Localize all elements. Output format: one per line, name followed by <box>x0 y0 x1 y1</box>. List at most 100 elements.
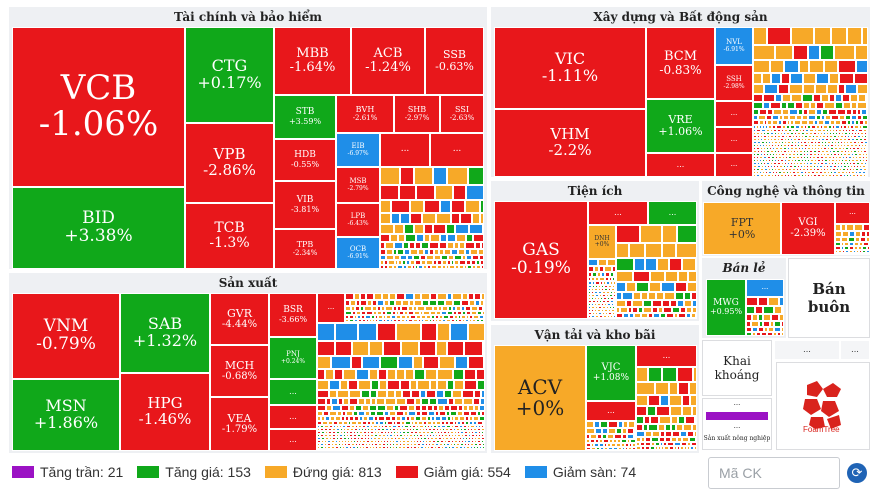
mini-tile[interactable] <box>446 443 450 446</box>
mini-tile[interactable] <box>479 405 485 411</box>
mini-tile[interactable] <box>378 416 385 421</box>
mini-tile[interactable] <box>482 322 485 323</box>
mini-tile[interactable] <box>408 411 416 416</box>
mini-tile[interactable] <box>332 431 336 434</box>
mini-tile[interactable] <box>831 27 847 45</box>
mini-tile[interactable] <box>351 356 362 369</box>
mini-tile[interactable] <box>405 437 408 440</box>
mini-tile[interactable] <box>419 425 424 428</box>
mini-tile[interactable] <box>344 443 347 446</box>
mini-tile[interactable] <box>376 398 385 405</box>
mini-tile[interactable] <box>409 449 412 451</box>
mini-tile[interactable] <box>474 390 481 398</box>
tile-MSN[interactable]: MSN +1.86% <box>12 379 120 451</box>
mini-tile[interactable] <box>430 437 434 440</box>
mini-tile[interactable] <box>453 437 456 440</box>
mini-tile[interactable] <box>781 73 790 84</box>
mini-tile[interactable] <box>361 443 365 446</box>
tile-MWG[interactable]: MWG +0.95% <box>706 279 746 336</box>
mini-tile[interactable] <box>423 449 426 451</box>
mini-tile[interactable] <box>435 434 438 437</box>
mini-tile[interactable] <box>406 443 410 446</box>
mini-tile[interactable] <box>636 282 649 292</box>
mini-tile[interactable] <box>626 282 636 292</box>
mini-tile[interactable] <box>454 380 464 390</box>
mini-tile[interactable] <box>457 411 463 416</box>
mini-tile[interactable] <box>464 265 467 269</box>
mini-tile[interactable] <box>425 440 428 443</box>
mini-tile[interactable] <box>692 406 697 416</box>
mini-tile[interactable] <box>483 421 485 425</box>
mini-tile[interactable] <box>431 443 435 446</box>
mini-tile[interactable] <box>460 431 464 434</box>
mini-tile[interactable] <box>343 421 348 425</box>
mini-tile[interactable] <box>396 293 405 300</box>
tile-VEA[interactable]: VEA -1.79% <box>210 397 269 451</box>
tile-more-tech[interactable]: ... <box>835 202 870 224</box>
tile-VGI[interactable]: VGI -2.39% <box>781 202 835 255</box>
mini-tile[interactable] <box>363 416 368 421</box>
mini-tile[interactable] <box>380 260 384 265</box>
mini-tile[interactable] <box>816 73 829 84</box>
mini-tile[interactable] <box>410 440 413 443</box>
mini-tile[interactable] <box>478 425 481 428</box>
mini-tile[interactable] <box>470 249 478 255</box>
mini-tile[interactable] <box>436 213 451 224</box>
mini-tile[interactable] <box>342 446 345 449</box>
mini-tile[interactable] <box>675 292 684 300</box>
mini-tile[interactable] <box>753 84 764 94</box>
mini-tile[interactable] <box>378 446 382 449</box>
mini-tile[interactable] <box>426 431 430 434</box>
mini-tile[interactable] <box>406 260 410 265</box>
mini-tile[interactable] <box>434 449 438 451</box>
mini-tile[interactable] <box>397 425 401 428</box>
tile-VJC[interactable]: VJC +1.08% <box>586 345 636 401</box>
mini-tile[interactable] <box>427 405 433 411</box>
mini-tile[interactable] <box>462 255 466 260</box>
mini-tile[interactable] <box>393 421 396 425</box>
mini-tile[interactable] <box>383 341 401 356</box>
mini-tile[interactable] <box>447 260 451 265</box>
tile-SAB[interactable]: SAB +1.32% <box>120 293 210 373</box>
mini-tile[interactable] <box>431 416 435 421</box>
mini-tile[interactable] <box>432 434 435 437</box>
mini-tile[interactable] <box>395 390 402 398</box>
mini-tile[interactable] <box>463 411 470 416</box>
mini-tile[interactable] <box>410 443 413 446</box>
mini-tile[interactable] <box>325 416 330 421</box>
mini-tile[interactable] <box>803 73 816 84</box>
mini-tile[interactable] <box>471 434 475 437</box>
mini-tile[interactable] <box>409 434 413 437</box>
mini-tile[interactable] <box>678 382 689 395</box>
mini-tile[interactable] <box>481 425 484 428</box>
mini-tile[interactable] <box>328 434 332 437</box>
mini-tile[interactable] <box>442 260 447 265</box>
tile-more-utilities[interactable]: ... <box>648 201 697 225</box>
mini-tile[interactable] <box>406 446 410 449</box>
mini-tile[interactable] <box>380 265 384 269</box>
mini-tile[interactable] <box>632 300 643 307</box>
mini-tile[interactable] <box>809 60 824 73</box>
mini-tile[interactable] <box>669 395 682 406</box>
mini-tile[interactable] <box>413 356 423 369</box>
mini-tile[interactable] <box>374 428 377 431</box>
mini-tile[interactable] <box>439 443 443 446</box>
mini-tile[interactable] <box>387 369 396 380</box>
mini-tile[interactable] <box>432 428 436 431</box>
mini-tile[interactable] <box>696 258 697 271</box>
mini-tile[interactable] <box>753 102 763 109</box>
mini-tile[interactable] <box>336 425 339 428</box>
mini-tile[interactable] <box>397 249 404 255</box>
mini-tile[interactable] <box>454 449 458 451</box>
mini-tile[interactable] <box>339 446 342 449</box>
mini-tile[interactable] <box>408 437 411 440</box>
mini-tile[interactable] <box>437 293 447 300</box>
mini-tile[interactable] <box>383 440 386 443</box>
mini-tile[interactable] <box>650 416 659 424</box>
mini-tile[interactable] <box>400 255 407 260</box>
mini-tile[interactable] <box>323 411 329 416</box>
stock-code-search-input[interactable] <box>708 457 840 489</box>
mini-tile[interactable] <box>386 434 389 437</box>
mini-tile[interactable] <box>484 356 485 369</box>
mini-tile[interactable] <box>439 411 446 416</box>
